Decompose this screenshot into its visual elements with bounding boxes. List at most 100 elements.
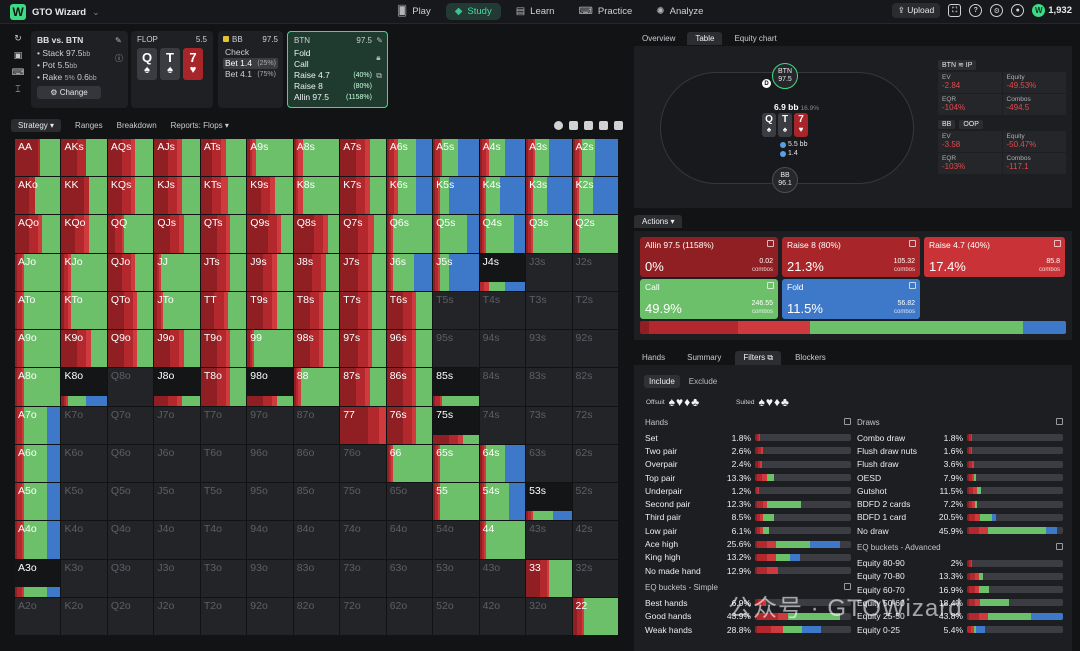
hand-cell-73o[interactable]: 73o xyxy=(340,559,386,597)
exclude-toggle[interactable]: Exclude xyxy=(688,377,718,386)
change-spot-button[interactable]: ⚙ Change xyxy=(37,86,101,99)
account-icon[interactable]: ● xyxy=(1011,4,1025,17)
hand-cell-97o[interactable]: 97o xyxy=(247,406,293,444)
expand-icon[interactable] xyxy=(1054,240,1061,247)
hand-cell-93o[interactable]: 93o xyxy=(247,559,293,597)
action-option[interactable]: Raise 8 (80%) xyxy=(294,81,372,91)
toggle-icon[interactable] xyxy=(1056,543,1063,551)
expand-icon[interactable] xyxy=(909,282,916,289)
coin-balance[interactable]: W 1,932 xyxy=(1032,4,1072,17)
hand-cell-Q5s[interactable]: Q5s xyxy=(433,215,479,253)
hand-cell-Q5o[interactable]: Q5o xyxy=(107,483,154,521)
hand-cell-KTo[interactable]: KTo xyxy=(61,291,107,330)
hand-cell-A4o[interactable]: A4o xyxy=(15,521,61,559)
filter-row[interactable]: Equity 80-90 2% xyxy=(857,556,1063,569)
offsuit-filter[interactable]: Offsuit ♠♥♦♣ xyxy=(646,395,701,409)
hand-cell-A3s[interactable]: A3s xyxy=(526,139,572,177)
action-card-raise[interactable]: Raise 4.7 (40%) 17.4% 85.8 combos xyxy=(924,237,1065,277)
hand-cell-J3s[interactable]: J3s xyxy=(526,253,572,291)
hand-cell-KJo[interactable]: KJo xyxy=(61,253,107,291)
hand-cell-QJs[interactable]: QJs xyxy=(154,215,200,253)
hand-cell-K5o[interactable]: K5o xyxy=(61,483,107,521)
hand-cell-87o[interactable]: 87o xyxy=(293,406,340,444)
hand-cell-JTo[interactable]: JTo xyxy=(154,291,200,330)
hand-cell-J3o[interactable]: J3o xyxy=(154,559,200,597)
hand-cell-92s[interactable]: 92s xyxy=(572,330,618,368)
flop-card[interactable]: FLOP 5.5 Q ♠ T ♠ 7 ♥ xyxy=(131,31,213,108)
hand-cell-43o[interactable]: 43o xyxy=(479,559,526,597)
hand-cell-TT[interactable]: TT xyxy=(200,291,247,330)
nav-tab-analyze[interactable]: ✺ Analyze xyxy=(647,3,712,20)
hand-cell-QTo[interactable]: QTo xyxy=(107,291,154,330)
filter-row[interactable]: No draw 45.9% xyxy=(857,524,1063,537)
hand-cell-Q6s[interactable]: Q6s xyxy=(386,215,433,253)
hand-cell-54s[interactable]: 54s xyxy=(479,483,526,521)
hand-cell-J7s[interactable]: J7s xyxy=(340,253,386,291)
hand-cell-ATs[interactable]: ATs xyxy=(200,139,247,177)
hand-cell-T5s[interactable]: T5s xyxy=(433,291,479,330)
hand-cell-K2s[interactable]: K2s xyxy=(572,177,618,215)
action-card-call[interactable]: Call 49.9% 246.55 combos xyxy=(640,279,778,319)
hand-cell-A7s[interactable]: A7s xyxy=(340,139,386,177)
hand-cell-88[interactable]: 88 xyxy=(293,368,340,406)
hand-cell-K9s[interactable]: K9s xyxy=(247,177,293,215)
hand-cell-A7o[interactable]: A7o xyxy=(15,406,61,444)
hand-cell-82s[interactable]: 82s xyxy=(572,368,618,406)
hand-cell-KK[interactable]: KK xyxy=(61,177,107,215)
filter-row[interactable]: Equity 70-80 13.3% xyxy=(857,570,1063,583)
hand-cell-Q7s[interactable]: Q7s xyxy=(340,215,386,253)
hand-cell-Q2o[interactable]: Q2o xyxy=(107,597,154,635)
upload-button[interactable]: ⇪ Upload xyxy=(891,3,941,18)
hand-cell-54o[interactable]: 54o xyxy=(433,521,479,559)
hand-cell-K9o[interactable]: K9o xyxy=(61,330,107,368)
hand-cell-72o[interactable]: 72o xyxy=(340,597,386,635)
hand-cell-J8o[interactable]: J8o xyxy=(154,368,200,406)
hand-cell-94o[interactable]: 94o xyxy=(247,521,293,559)
bb-seat[interactable]: BB 96.1 xyxy=(772,167,798,193)
nav-tab-play[interactable]: 🂠 Play xyxy=(388,3,440,20)
hand-cell-K3s[interactable]: K3s xyxy=(526,177,572,215)
tab-table[interactable]: Table xyxy=(687,32,723,45)
hand-cell-T4o[interactable]: T4o xyxy=(200,521,247,559)
hand-cell-T4s[interactable]: T4s xyxy=(479,291,526,330)
tab-blockers[interactable]: Blockers xyxy=(795,353,826,362)
action-option[interactable]: Raise 4.7 (40%) xyxy=(294,70,372,80)
pencil-icon[interactable]: ✎ xyxy=(115,36,122,45)
hand-cell-76s[interactable]: 76s xyxy=(386,406,433,444)
toggle-icon[interactable] xyxy=(1056,418,1063,425)
toggle-icon[interactable] xyxy=(844,418,851,425)
hand-cell-52o[interactable]: 52o xyxy=(433,597,479,635)
hand-cell-J5s[interactable]: J5s xyxy=(433,253,479,291)
hand-cell-Q8s[interactable]: Q8s xyxy=(293,215,340,253)
hand-cell-77[interactable]: 77 xyxy=(340,406,386,444)
action-option[interactable]: Bet 1.4 (25%) xyxy=(223,58,278,69)
hand-cell-65s[interactable]: 65s xyxy=(433,444,479,483)
hand-cell-63o[interactable]: 63o xyxy=(386,559,433,597)
hand-cell-J2s[interactable]: J2s xyxy=(572,253,618,291)
hand-cell-A6o[interactable]: A6o xyxy=(15,444,61,483)
filter-row[interactable]: King high 13.2% xyxy=(645,551,851,564)
hand-cell-74s[interactable]: 74s xyxy=(479,406,526,444)
hand-cell-K5s[interactable]: K5s xyxy=(433,177,479,215)
hand-cell-T5o[interactable]: T5o xyxy=(200,483,247,521)
hand-cell-Q2s[interactable]: Q2s xyxy=(572,215,618,253)
hand-cell-Q6o[interactable]: Q6o xyxy=(107,444,154,483)
filter-row[interactable]: Two pair 2.6% xyxy=(645,444,851,457)
hand-cell-J4s[interactable]: J4s xyxy=(479,253,526,291)
action-option[interactable]: Bet 4.1 (75%) xyxy=(225,69,276,79)
btn-seat[interactable]: BTN 97.5 xyxy=(772,63,798,89)
hand-cell-Q3o[interactable]: Q3o xyxy=(107,559,154,597)
hand-cell-K4s[interactable]: K4s xyxy=(479,177,526,215)
info-icon[interactable]: ⓘ xyxy=(115,54,123,63)
hand-cell-T9o[interactable]: T9o xyxy=(200,330,247,368)
filter-row[interactable]: Top pair 13.3% xyxy=(645,471,851,484)
hand-cell-84o[interactable]: 84o xyxy=(293,521,340,559)
tab-filters[interactable]: Filters ⧉ xyxy=(735,350,782,365)
hand-cell-KQs[interactable]: KQs xyxy=(107,177,154,215)
hand-cell-AKs[interactable]: AKs xyxy=(61,139,107,177)
suited-filter[interactable]: Suited ♠♥♦♣ xyxy=(736,395,790,409)
nav-tab-study[interactable]: ◆ Study xyxy=(445,3,501,20)
hand-cell-AQs[interactable]: AQs xyxy=(107,139,154,177)
hand-cell-K2o[interactable]: K2o xyxy=(61,597,107,635)
filter-row[interactable]: Ace high 25.6% xyxy=(645,537,851,550)
